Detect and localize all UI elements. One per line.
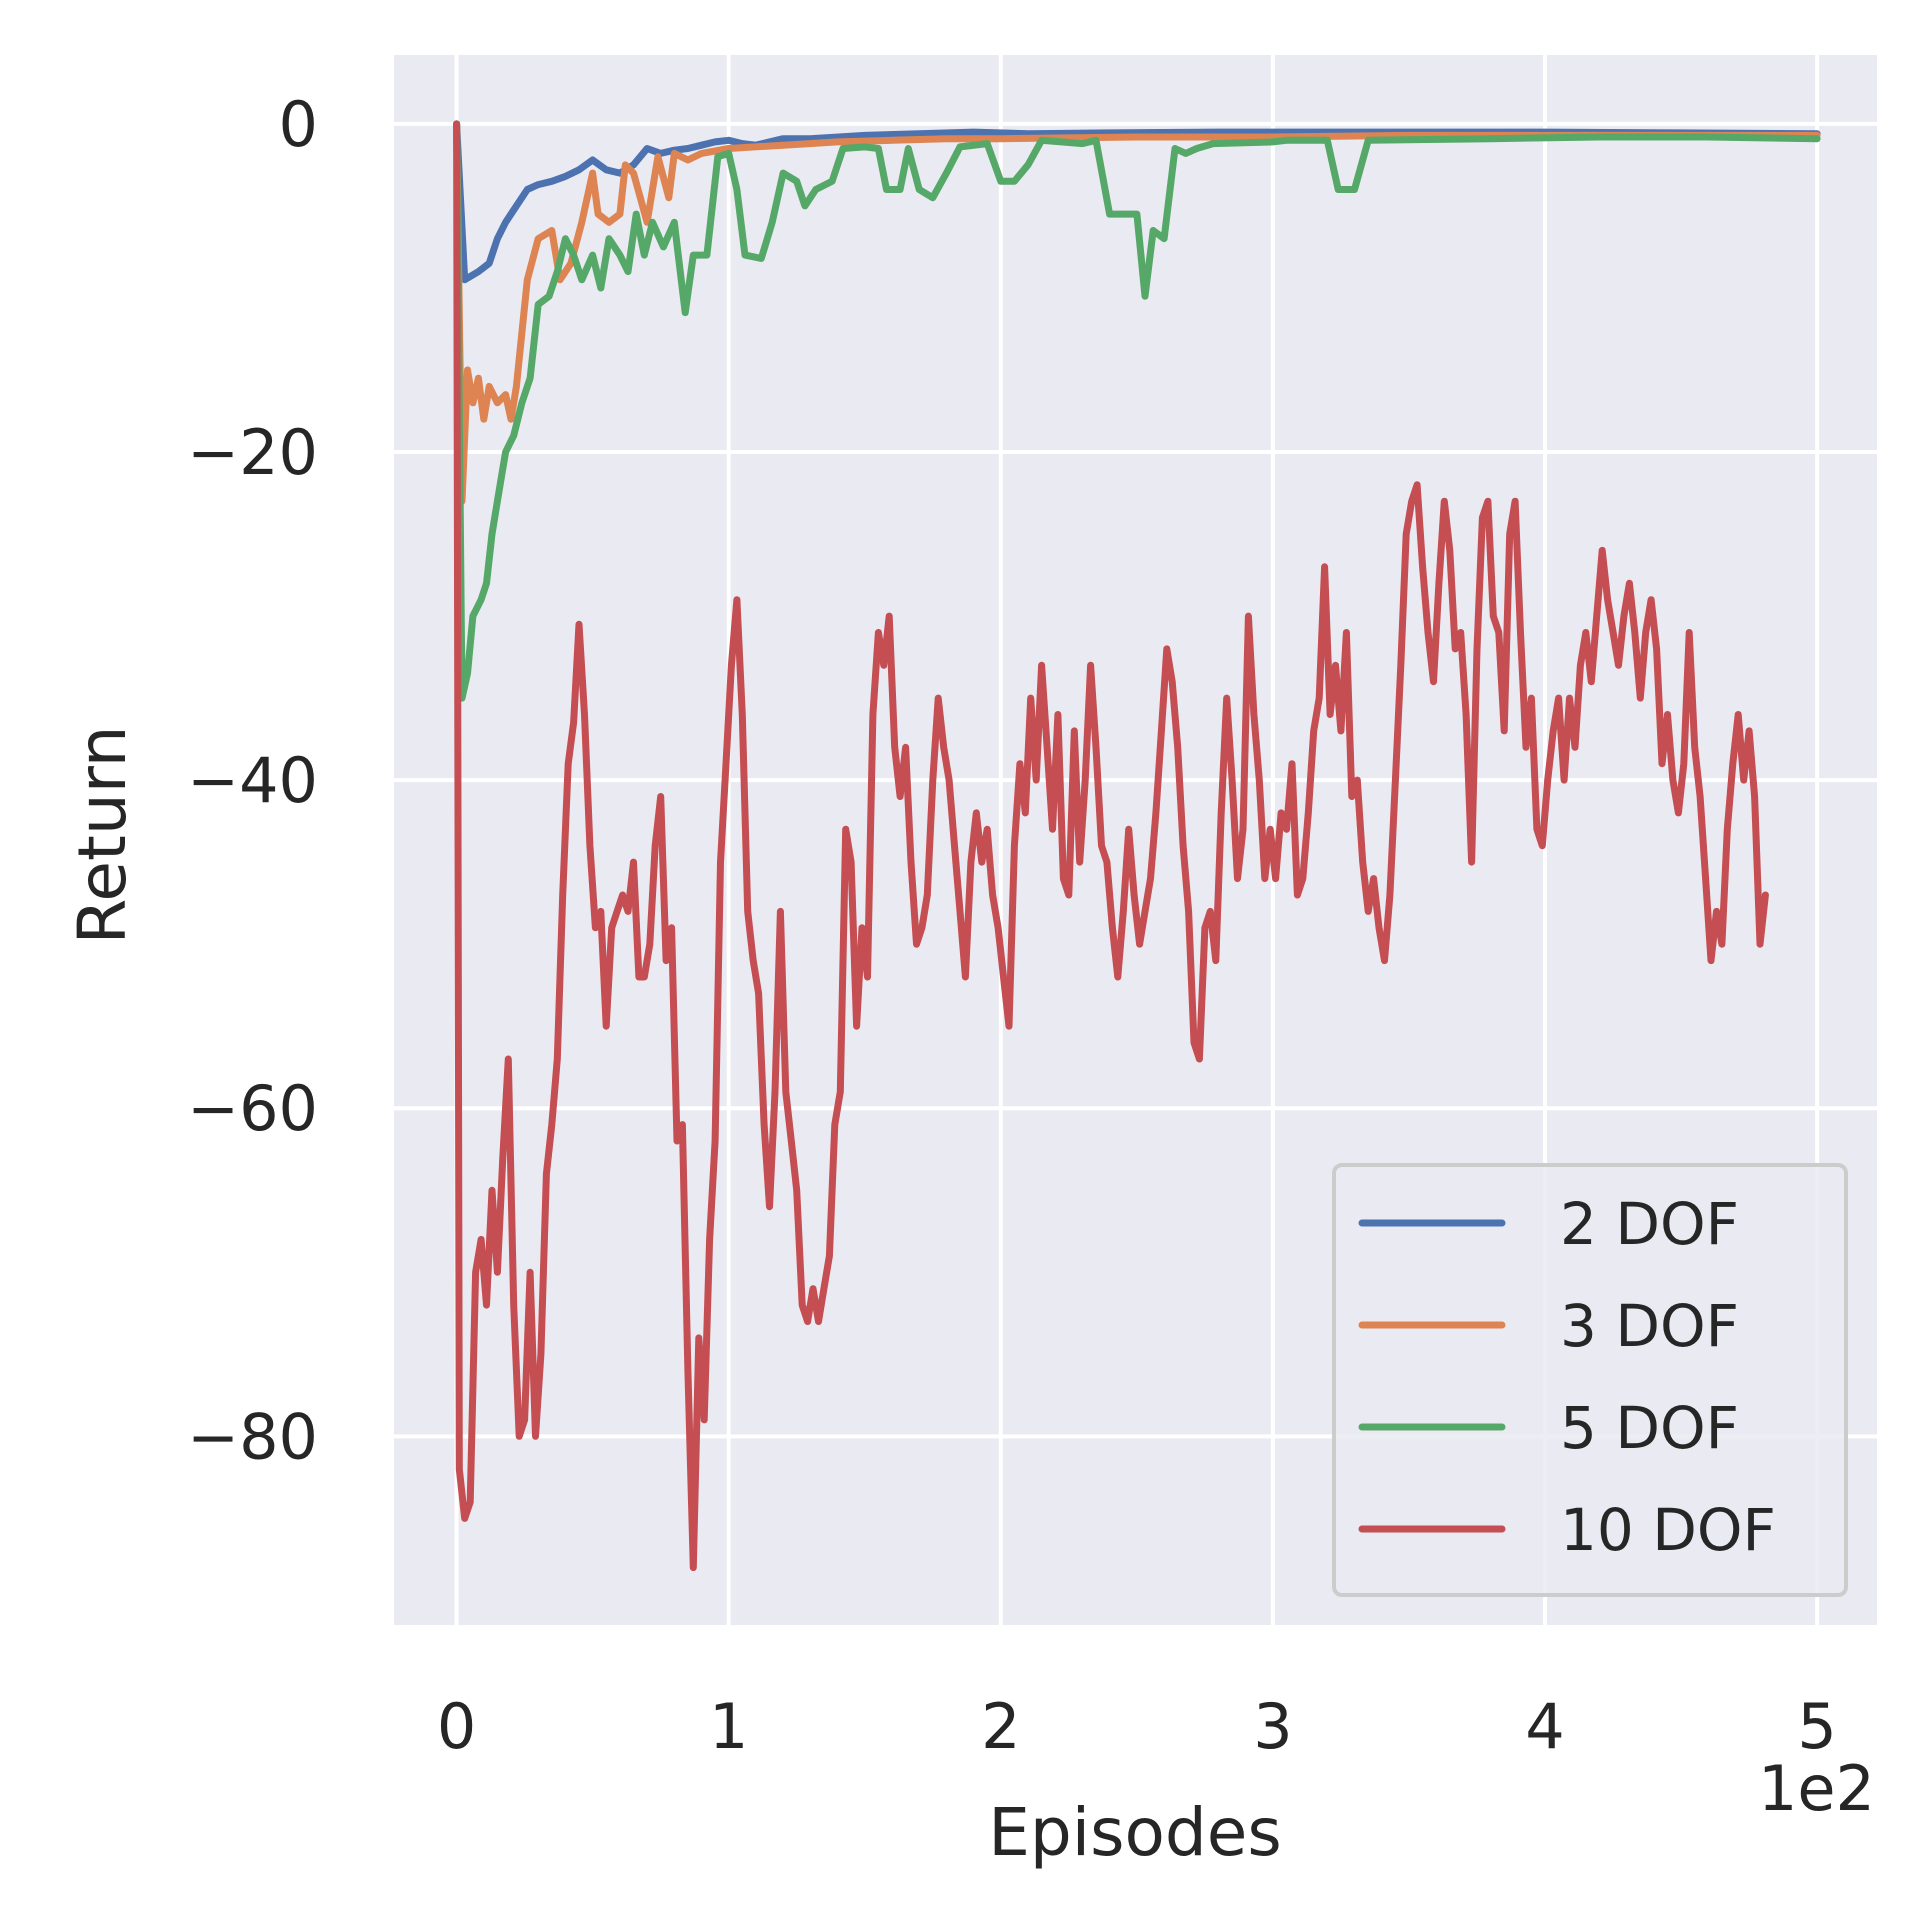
legend-label-10-dof: 10 DOF — [1560, 1496, 1776, 1564]
y-tick-label: 0 — [279, 88, 318, 161]
y-axis-label: Return — [64, 725, 141, 944]
x-tick-label: 2 — [981, 1690, 1020, 1763]
y-tick-label: −40 — [187, 744, 318, 817]
x-tick-label: 1 — [709, 1690, 748, 1763]
legend-label-3-dof: 3 DOF — [1560, 1292, 1739, 1360]
x-tick-label: 5 — [1797, 1690, 1836, 1763]
legend-label-2-dof: 2 DOF — [1560, 1190, 1739, 1258]
series-line-2-dof — [453, 120, 1821, 284]
series-line-10-dof — [453, 120, 1769, 1572]
x-tick-label: 0 — [437, 1690, 476, 1763]
series-lines — [453, 120, 1821, 1572]
legend: 2 DOF 3 DOF 5 DOF 10 DOF — [1332, 1163, 1848, 1597]
x-axis-label: Episodes — [988, 1794, 1282, 1871]
legend-label-5-dof: 5 DOF — [1560, 1394, 1739, 1462]
y-tick-label: −60 — [187, 1072, 318, 1145]
y-tick-label: −80 — [187, 1400, 318, 1473]
legend-box — [1332, 1163, 1848, 1597]
x-offset-label: 1e2 — [1758, 1752, 1875, 1825]
x-tick-label: 3 — [1253, 1690, 1292, 1763]
series-line-5-dof — [453, 120, 1821, 702]
y-tick-labels: 0 −20 −40 −60 −80 — [187, 88, 318, 1473]
y-tick-label: −20 — [187, 416, 318, 489]
x-tick-label: 4 — [1525, 1690, 1564, 1763]
x-tick-labels: 0 1 2 3 4 5 — [437, 1690, 1837, 1763]
series-line-3-dof — [453, 120, 1821, 505]
